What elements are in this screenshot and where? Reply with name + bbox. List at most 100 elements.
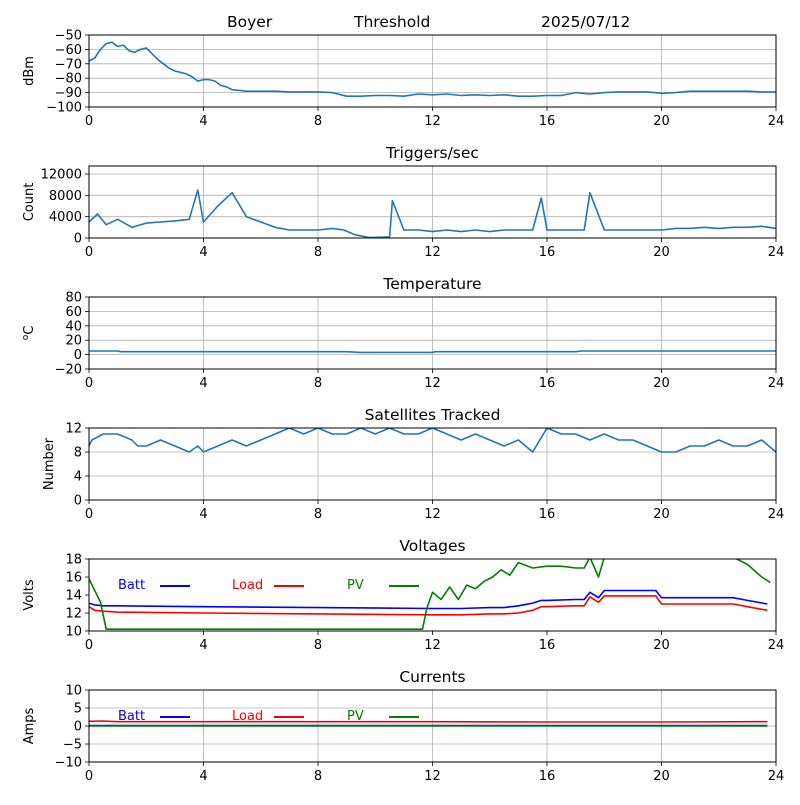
x-tick-label: 8 — [314, 638, 322, 653]
series-line-1 — [89, 350, 776, 354]
header-station: Boyer — [227, 13, 273, 31]
y-tick-label: 4000 — [49, 210, 82, 225]
x-tick-label: 0 — [85, 114, 93, 129]
y-tick-label: 18 — [65, 553, 82, 568]
x-tick-label: 4 — [199, 638, 207, 653]
y-axis-label: dBm — [22, 56, 37, 86]
x-tick-label: 12 — [424, 114, 441, 129]
x-tick-label: 16 — [539, 638, 556, 653]
panel-2: 0 4 8 12 16 20 24 0 4000 8000 12000 Triggers/sec Cou… — [22, 144, 784, 260]
legend-label-batt: Batt — [118, 709, 145, 724]
x-tick-label: 0 — [85, 638, 93, 653]
x-tick-label: 24 — [768, 376, 785, 391]
x-tick-label: 20 — [653, 376, 670, 391]
y-tick-label: 0 — [74, 232, 82, 247]
y-tick-label: −80 — [55, 72, 82, 87]
y-tick-label: −70 — [55, 57, 82, 72]
x-tick-label: 16 — [539, 114, 556, 129]
x-tick-label: 4 — [199, 507, 207, 522]
x-tick-label: 20 — [653, 769, 670, 784]
y-tick-label: −10 — [55, 756, 82, 771]
y-tick-label: 0 — [74, 720, 82, 735]
legend-label-load: Load — [232, 709, 263, 724]
y-tick-label: −50 — [55, 29, 82, 44]
x-tick-label: 24 — [768, 245, 785, 260]
panel-1: 0 4 8 12 16 20 24 −100−90−80−70−60−50 dBm — [22, 29, 784, 130]
panel-title: Triggers/sec — [385, 144, 479, 162]
x-tick-label: 4 — [199, 769, 207, 784]
x-tick-label: 4 — [199, 114, 207, 129]
y-tick-label: 8000 — [49, 189, 82, 204]
legend-label-pv: PV — [347, 709, 364, 724]
series-line-batt — [89, 589, 768, 610]
y-axis-label: Volts — [22, 579, 37, 611]
series-line-load — [89, 595, 768, 616]
y-tick-label: −5 — [63, 738, 82, 753]
x-tick-label: 0 — [85, 507, 93, 522]
x-tick-label: 4 — [199, 376, 207, 391]
y-tick-label: 12 — [65, 422, 82, 437]
y-tick-label: 40 — [65, 319, 82, 334]
x-tick-label: 12 — [424, 769, 441, 784]
y-tick-label: 12000 — [41, 168, 82, 183]
y-tick-label: 14 — [65, 589, 82, 604]
x-tick-label: 8 — [314, 376, 322, 391]
x-tick-label: 20 — [653, 245, 670, 260]
x-tick-label: 4 — [199, 245, 207, 260]
x-tick-label: 0 — [85, 376, 93, 391]
x-tick-label: 12 — [424, 245, 441, 260]
y-tick-label: 10 — [65, 684, 82, 699]
y-tick-label: −100 — [46, 101, 82, 116]
y-tick-label: 10 — [65, 625, 82, 640]
y-tick-label: 5 — [74, 702, 82, 717]
series-line-1 — [89, 428, 776, 453]
y-tick-label: 0 — [74, 494, 82, 509]
y-tick-label: 80 — [65, 291, 82, 306]
panel-4: 0 4 8 12 16 20 24 0 4 8 12 Satellites Tracked Number — [42, 406, 784, 522]
panel-title: Currents — [399, 668, 465, 686]
panel-title: Satellites Tracked — [365, 406, 501, 424]
x-tick-label: 20 — [653, 638, 670, 653]
x-tick-label: 8 — [314, 245, 322, 260]
y-tick-label: 20 — [65, 334, 82, 349]
header-date: 2025/07/12 — [541, 13, 630, 31]
header-mode: Threshold — [353, 13, 430, 31]
panel-5: 0 4 8 12 16 20 24 10 12 14 16 18 Voltages Volts Batt Lo… — [22, 537, 784, 653]
series-line-load — [89, 720, 768, 723]
x-tick-label: 8 — [314, 507, 322, 522]
y-tick-label: 8 — [74, 446, 82, 461]
x-tick-label: 24 — [768, 507, 785, 522]
y-tick-label: −20 — [55, 363, 82, 378]
x-tick-label: 12 — [424, 507, 441, 522]
y-tick-label: 16 — [65, 571, 82, 586]
y-tick-label: 60 — [65, 305, 82, 320]
series-line-1 — [89, 189, 776, 238]
panel-title: Voltages — [399, 537, 465, 555]
x-tick-label: 0 — [85, 245, 93, 260]
x-tick-label: 16 — [539, 507, 556, 522]
y-tick-label: 12 — [65, 607, 82, 622]
x-tick-label: 20 — [653, 507, 670, 522]
x-tick-label: 24 — [768, 769, 785, 784]
y-axis-label: Count — [22, 183, 37, 222]
series-line-pv — [89, 559, 771, 631]
x-tick-label: 12 — [424, 376, 441, 391]
y-tick-label: 4 — [74, 470, 82, 485]
y-tick-label: 0 — [74, 348, 82, 363]
x-tick-label: 16 — [539, 245, 556, 260]
x-tick-label: 8 — [314, 114, 322, 129]
panel-title: Temperature — [382, 275, 481, 293]
y-axis-label: oC — [21, 326, 37, 341]
x-tick-label: 16 — [539, 376, 556, 391]
y-tick-label: −90 — [55, 86, 82, 101]
legend-label-pv: PV — [347, 578, 364, 593]
legend-label-load: Load — [232, 578, 263, 593]
x-tick-label: 0 — [85, 769, 93, 784]
panel-6: 0 4 8 12 16 20 24 −10 −5 0 5 10 Currents Amps Batt Load… — [22, 668, 784, 784]
x-tick-label: 20 — [653, 114, 670, 129]
x-tick-label: 16 — [539, 769, 556, 784]
x-tick-label: 12 — [424, 638, 441, 653]
x-tick-label: 24 — [768, 114, 785, 129]
